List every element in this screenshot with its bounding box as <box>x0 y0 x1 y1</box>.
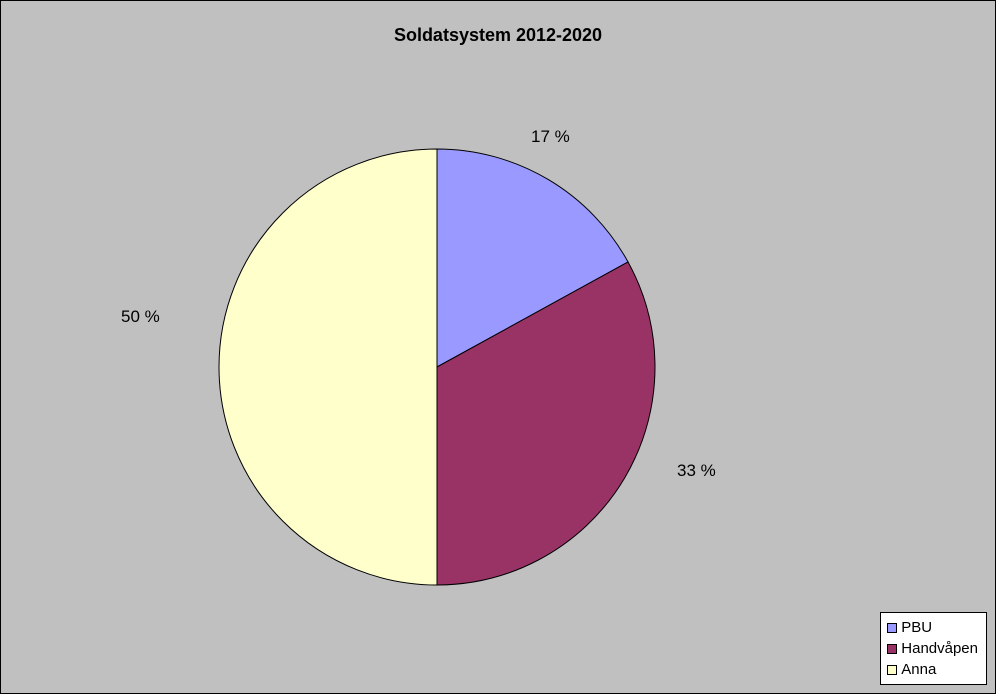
legend-item-anna: Anna <box>887 659 978 680</box>
legend-swatch <box>887 665 897 675</box>
chart-title: Soldatsystem 2012-2020 <box>1 25 995 46</box>
pie-chart-container: Soldatsystem 2012-2020 PBUHandvåpenAnna … <box>0 0 996 694</box>
legend-label: Anna <box>901 659 936 680</box>
pie-svg <box>218 148 656 586</box>
legend-label: Handvåpen <box>901 638 978 659</box>
legend-swatch <box>887 644 897 654</box>
legend-item-pbu: PBU <box>887 617 978 638</box>
legend-item-handvåpen: Handvåpen <box>887 638 978 659</box>
legend-label: PBU <box>901 617 932 638</box>
legend-swatch <box>887 623 897 633</box>
legend: PBUHandvåpenAnna <box>880 612 987 685</box>
slice-label-pbu: 17 % <box>531 127 570 147</box>
pie-wrap <box>218 148 656 586</box>
slice-label-anna: 50 % <box>121 307 160 327</box>
pie-slice-anna <box>219 149 437 585</box>
slice-label-handvåpen: 33 % <box>677 461 716 481</box>
